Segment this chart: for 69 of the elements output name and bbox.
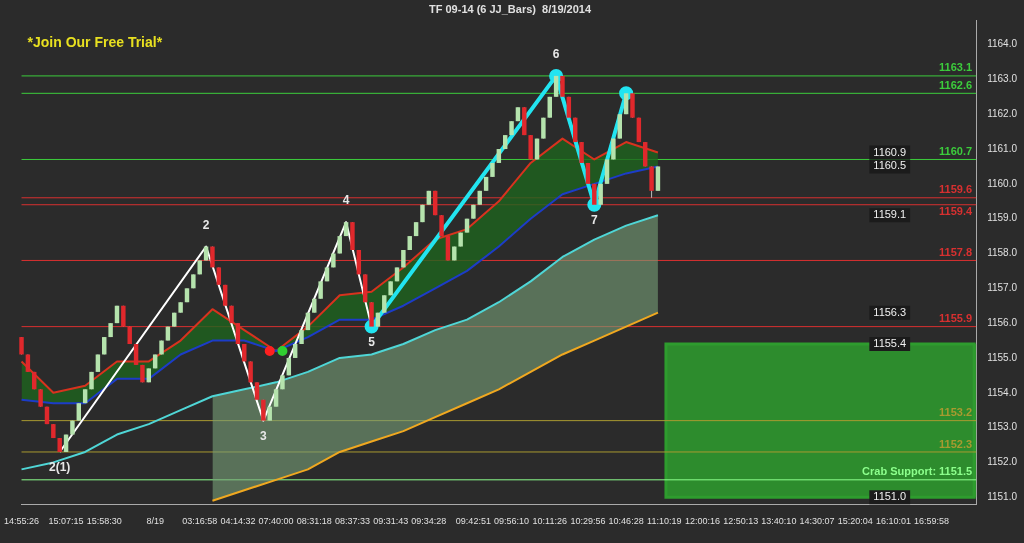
annotation: 4 <box>342 193 350 208</box>
annotation: 1151.0 <box>873 490 907 503</box>
y-tick-label: 1159.0 <box>987 212 1018 224</box>
x-tick-label: 08:31:18 <box>296 516 332 527</box>
x-tick-label: 12:00:16 <box>684 516 721 527</box>
y-tick-label: 1160.0 <box>987 177 1018 189</box>
y-tick-label: 1156.0 <box>987 316 1018 328</box>
y-tick-label: 1158.0 <box>987 247 1018 259</box>
point <box>277 345 288 356</box>
x-tick-label: 16:59:58 <box>914 516 950 527</box>
x-tick-label: 09:31:43 <box>373 516 409 527</box>
y-tick-label: 1151.0 <box>987 490 1018 502</box>
x-tick-label: 09:42:51 <box>455 516 491 527</box>
y-tick-label: 1157.0 <box>987 282 1018 294</box>
x-tick-label: 16:10:01 <box>875 516 911 527</box>
annotation: 1155.4 <box>873 337 907 350</box>
ref-line-label: 1159.4 <box>939 205 974 218</box>
annotation: 6 <box>552 47 560 62</box>
y-tick-label: 1154.0 <box>987 386 1018 398</box>
x-tick-label: 09:56:10 <box>494 516 530 527</box>
ref-line-label: Crab Support: 1151.5 <box>862 465 973 478</box>
ref-line-label: 1163.1 <box>939 61 973 74</box>
ref-line-label: 1159.6 <box>939 183 973 196</box>
y-tick-label: 1164.0 <box>987 38 1018 50</box>
annotation: 1156.3 <box>873 305 907 318</box>
x-tick-label: 13:40:10 <box>761 516 797 527</box>
y-tick-label: 1152.0 <box>987 456 1018 468</box>
annotation: 2(1) <box>49 460 71 475</box>
y-tick-label: 1162.0 <box>987 107 1018 119</box>
annotation: 1160.9 <box>873 145 907 158</box>
x-tick-label: 04:14:32 <box>220 516 256 527</box>
annotation: 1160.5 <box>873 159 907 172</box>
ref-line-label: 1157.8 <box>939 245 973 258</box>
x-tick-label: 09:34:28 <box>411 516 447 527</box>
x-tick-label: 12:50:13 <box>723 516 759 527</box>
x-tick-label: 08:37:33 <box>334 516 370 527</box>
candlestick <box>560 75 565 98</box>
point <box>264 345 275 356</box>
ref-line-label: 1155.9 <box>939 312 973 325</box>
annotation: 3 <box>260 428 268 443</box>
annotation: *Join Our Free Trial* <box>27 34 163 51</box>
y-tick-label: 1163.0 <box>987 73 1018 85</box>
x-tick-label: 15:20:04 <box>837 516 873 527</box>
candlestick <box>579 141 584 164</box>
x-tick-label: 03:16:58 <box>182 516 218 527</box>
ref-line-label: 1153.2 <box>939 406 973 419</box>
annotation: 1159.1 <box>873 208 907 221</box>
x-tick-label: 07:40:00 <box>258 516 294 527</box>
chart-title: TF 09-14 (6 JJ_Bars) 8/19/2014 <box>428 2 592 15</box>
y-tick-label: 1153.0 <box>987 421 1018 433</box>
x-tick-label: 11:10:19 <box>647 516 682 527</box>
x-tick-label: 10:11:26 <box>532 516 567 527</box>
x-tick-label: 8/19 <box>146 516 164 527</box>
x-tick-label: 10:29:56 <box>570 516 606 527</box>
ref-line-label: 1160.7 <box>939 145 973 158</box>
x-tick-label: 15:07:15 <box>48 516 84 527</box>
ref-line-label: 1162.6 <box>939 78 973 91</box>
y-tick-label: 1155.0 <box>987 351 1018 363</box>
x-tick-label: 14:30:07 <box>799 516 835 527</box>
candlestick <box>553 75 559 98</box>
candlestick <box>133 343 139 366</box>
y-tick-label: 1161.0 <box>987 142 1018 154</box>
annotation: 2 <box>202 217 210 232</box>
annotation: 7 <box>590 213 598 228</box>
x-tick-label: 15:58:30 <box>86 516 122 527</box>
annotation: 5 <box>368 334 376 349</box>
ref-line-label: 1152.3 <box>939 437 973 450</box>
x-tick-label: 14:55:26 <box>3 516 40 527</box>
x-tick-label: 10:46:28 <box>608 516 644 527</box>
